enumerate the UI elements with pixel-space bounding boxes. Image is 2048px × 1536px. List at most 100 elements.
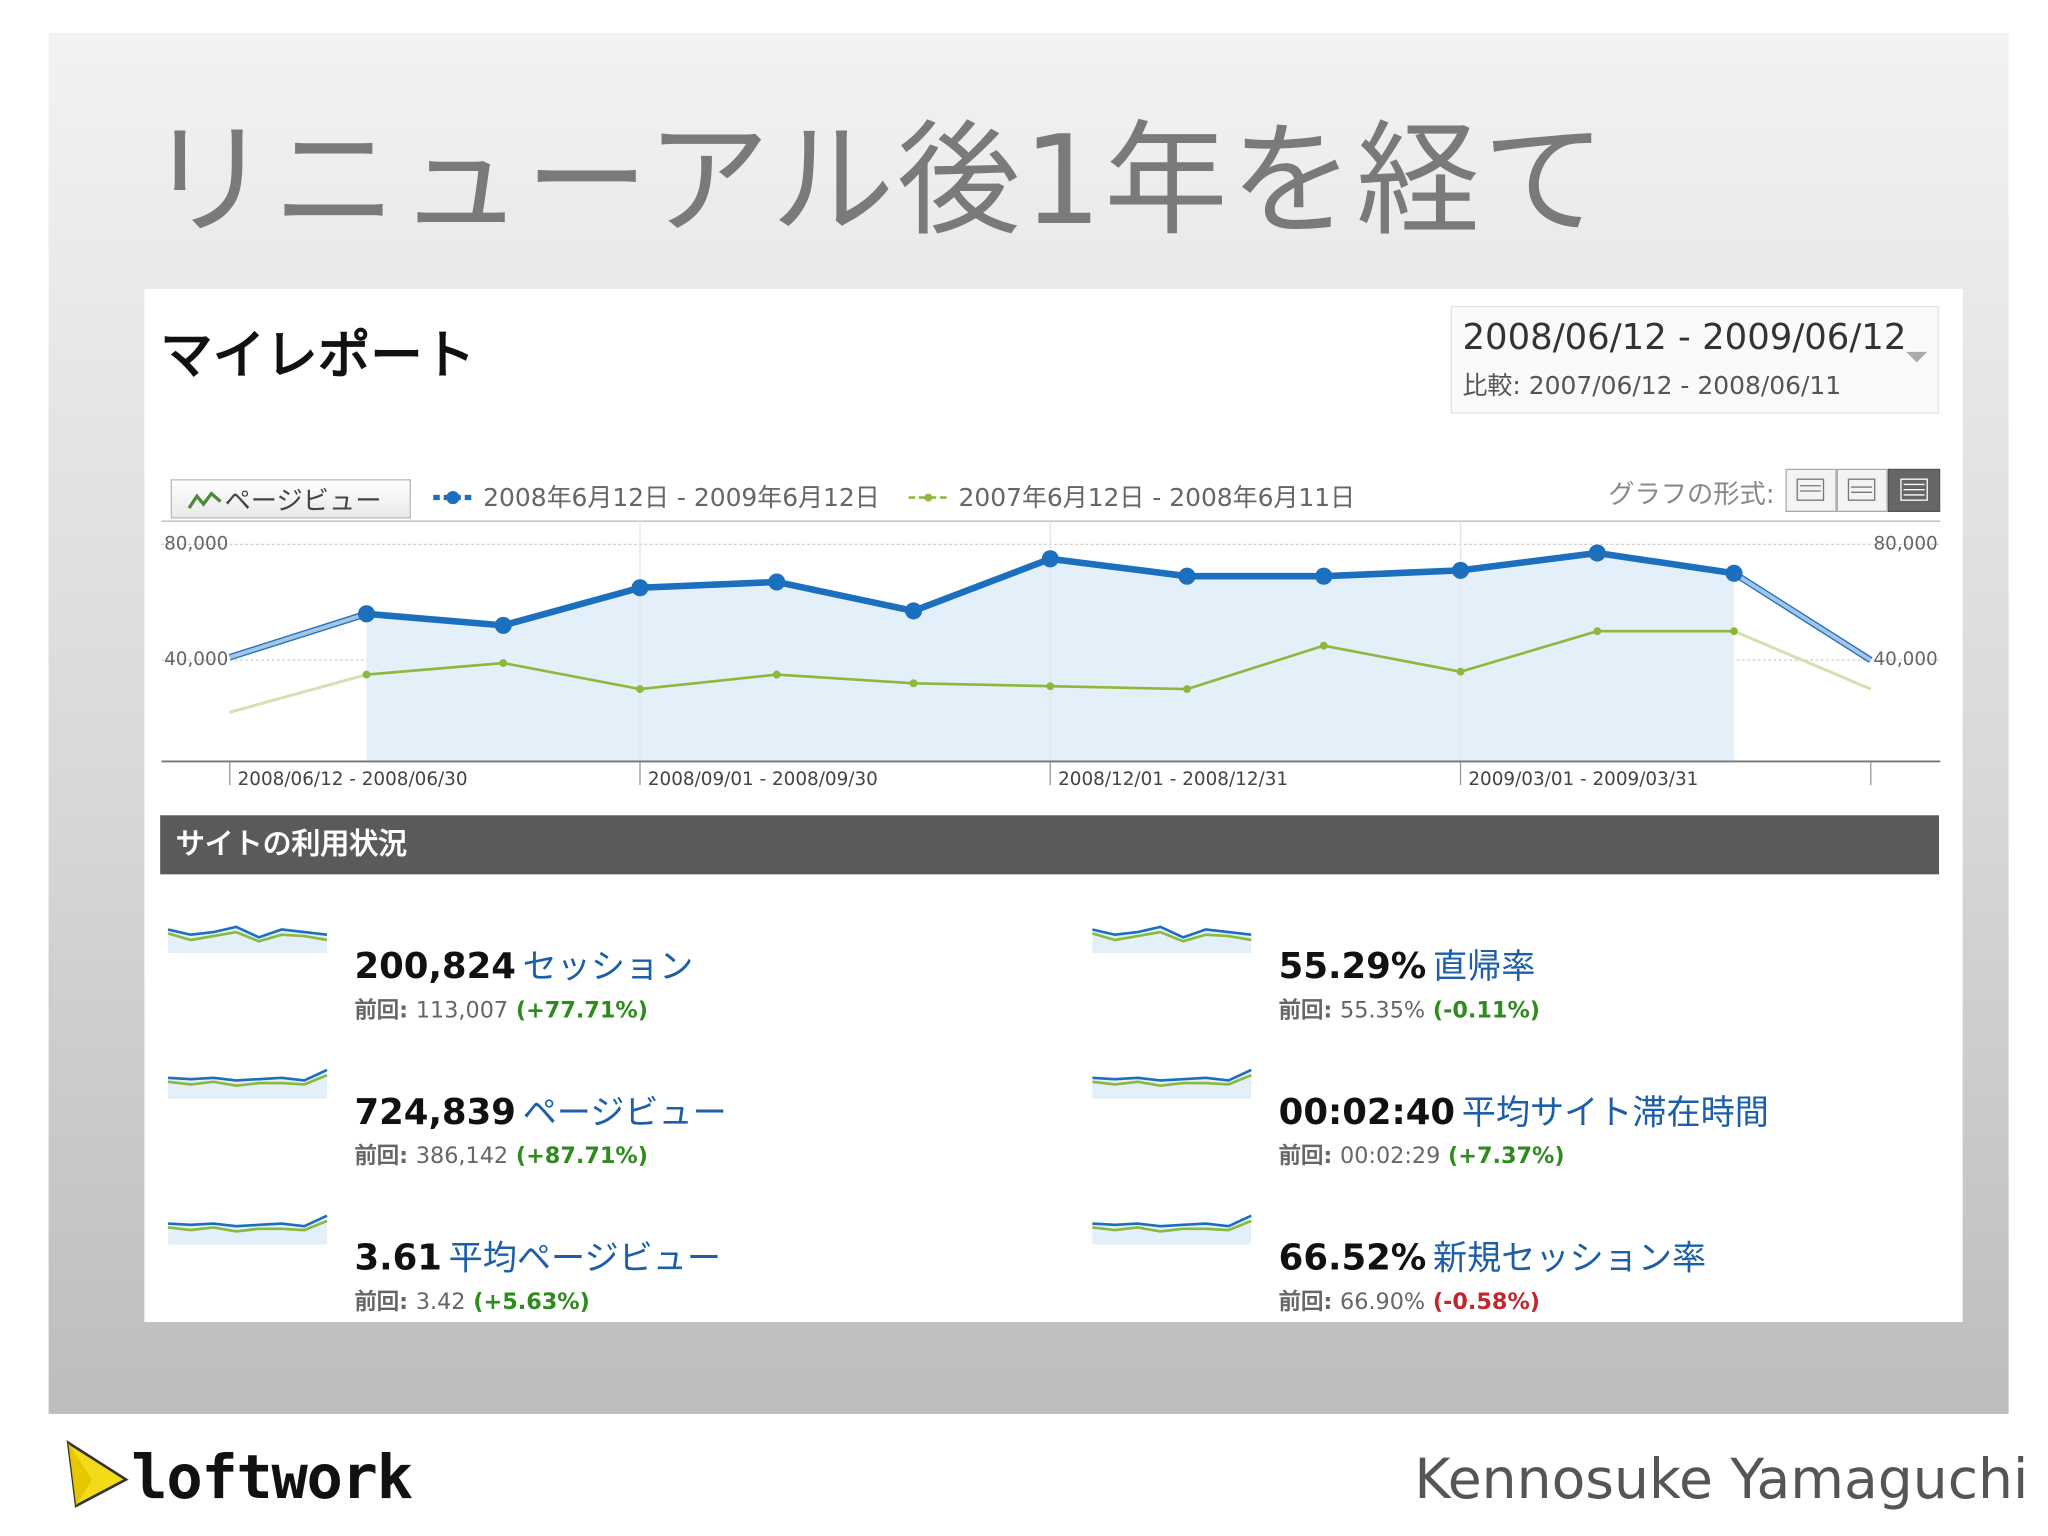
series-edge: [229, 611, 368, 660]
metric-previous: 前回: 66.90% (-0.58%): [1279, 1283, 1541, 1316]
point: [772, 670, 781, 679]
metric-line: 724,839 ページビュー: [354, 1086, 726, 1135]
legend-dot: [446, 490, 460, 505]
point: [1041, 550, 1059, 568]
report-panel: [144, 288, 1963, 1323]
compare-dates: 2007/06/12 - 2008/06/11: [1528, 371, 1842, 401]
sparkline-part: [1092, 1214, 1252, 1228]
metric-previous: 前回: 113,007 (+77.71%): [354, 991, 647, 1024]
y-tick-label-right: 40,000: [1873, 649, 1937, 670]
metric-value: 200,824: [354, 946, 516, 988]
point: [1593, 627, 1602, 636]
point: [904, 602, 923, 620]
slide-title: リニューアル後1年を経て: [147, 110, 1609, 254]
graph-format-buttons[interactable]: [1785, 468, 1941, 512]
logo-text: loftwork: [131, 1441, 413, 1513]
metric-line: 66.52% 新規セッション率: [1279, 1231, 1706, 1280]
metric-value: 55.29%: [1278, 946, 1427, 988]
sparkline: [1092, 1068, 1252, 1099]
sparkline-part: [1092, 925, 1252, 939]
sparkline: [1092, 1214, 1252, 1245]
series-edge: [1732, 571, 1872, 662]
metric-label: セッション: [522, 947, 694, 988]
metric-value: 00:02:40: [1278, 1092, 1456, 1133]
point: [1451, 561, 1470, 579]
point: [1319, 641, 1328, 650]
point: [357, 605, 376, 623]
metric-line: 00:02:40 平均サイト滞在時間: [1279, 1086, 1769, 1135]
point: [1725, 564, 1743, 582]
metric-line: 200,824 セッション: [354, 940, 693, 989]
selector-text: ページビュー: [224, 484, 382, 516]
sparkline: [1092, 925, 1252, 954]
point: [1178, 567, 1196, 585]
point: [494, 616, 512, 634]
series-edge: [229, 673, 367, 714]
previous-value: 113,007: [415, 997, 509, 1024]
metric-label: 直帰率: [1433, 947, 1536, 988]
sparkline-part: [168, 1219, 328, 1233]
point: [636, 685, 644, 694]
previous-label: 前回:: [354, 1289, 409, 1316]
sparkline: [168, 1214, 328, 1245]
sparkline-part: [168, 1214, 328, 1228]
metric-label: 平均サイト滞在時間: [1461, 1093, 1769, 1133]
compare-label: 比較:: [1462, 371, 1521, 401]
point: [768, 573, 786, 591]
change: (+77.71%): [515, 997, 648, 1024]
metric-label: ページビュー: [522, 1093, 727, 1133]
x-tick-label: 2008/09/01 - 2008/09/30: [648, 769, 878, 790]
metric-line: 3.61 平均ページビュー: [354, 1231, 721, 1280]
compare-range: 比較: 2007/06/12 - 2008/06/11: [1462, 366, 1841, 401]
y-tick-label: 40,000: [164, 649, 228, 670]
metric-line: 55.29% 直帰率: [1279, 940, 1536, 989]
metric-previous: 前回: 00:02:29 (+7.37%): [1279, 1137, 1565, 1170]
sparkline-part: [1092, 1068, 1252, 1082]
date-picker[interactable]: 2008/06/12 - 2009/06/12 比較: 2007/06/12 -…: [1450, 305, 1940, 414]
metric-value: 3.61: [354, 1237, 442, 1279]
graph-format-label: グラフの形式:: [1608, 477, 1775, 510]
point: [1046, 682, 1055, 691]
sparkline: [168, 1068, 328, 1099]
point: [1588, 544, 1606, 562]
metric-label: 平均ページビュー: [448, 1239, 722, 1279]
sparkline-part: [1092, 1219, 1252, 1233]
point: [1730, 627, 1738, 636]
previous-value: 00:02:29: [1340, 1143, 1441, 1170]
previous-value: 66.90%: [1340, 1289, 1426, 1316]
report-title: マイレポート: [160, 325, 476, 386]
sparkline-part: [168, 930, 328, 943]
sparkline-part: [1092, 1073, 1252, 1088]
previous-label: 前回:: [354, 997, 409, 1024]
change: (+5.63%): [473, 1289, 590, 1316]
section-header: サイトの利用状況: [160, 815, 1940, 875]
change: (+87.71%): [515, 1143, 648, 1170]
dropdown-caret: [1906, 351, 1928, 363]
sparkline-part: [168, 1073, 328, 1088]
x-tick-label: 2008/06/12 - 2008/06/30: [238, 769, 468, 790]
author: Kennosuke Yamaguchi: [1414, 1446, 2029, 1512]
legend-label: 2008年6月12日 - 2009年6月12日: [483, 483, 880, 512]
point: [1456, 667, 1465, 676]
sparkline-part: [168, 1068, 328, 1082]
sparkline-part: [1092, 930, 1252, 943]
metric-selector[interactable]: ページビュー: [170, 479, 411, 519]
legend-label: 2007年6月12日 - 2008年6月11日: [958, 483, 1355, 512]
previous-value: 55.35%: [1340, 997, 1426, 1024]
point: [362, 670, 371, 679]
metric-previous: 前回: 3.42 (+5.63%): [354, 1283, 590, 1316]
date-range: 2008/06/12 - 2009/06/12: [1462, 317, 1907, 359]
previous-value: 3.42: [415, 1289, 466, 1316]
selector-icon: [187, 491, 222, 509]
change: (-0.58%): [1432, 1289, 1541, 1316]
y-tick-label: 80,000: [164, 533, 228, 554]
previous-label: 前回:: [354, 1143, 409, 1170]
previous-value: 386,142: [415, 1143, 509, 1170]
metric-previous: 前回: 55.35% (-0.11%): [1279, 991, 1540, 1024]
series-edge: [1733, 629, 1872, 691]
x-tick-label: 2008/12/01 - 2008/12/31: [1058, 769, 1288, 790]
point: [631, 579, 649, 597]
change: (-0.11%): [1432, 997, 1541, 1024]
